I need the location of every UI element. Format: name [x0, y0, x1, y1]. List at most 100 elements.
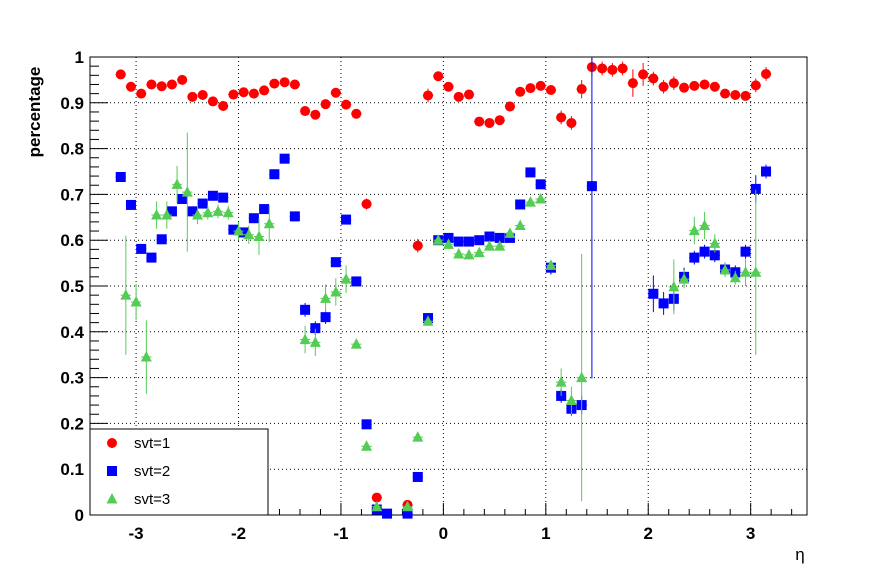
data-point	[535, 80, 546, 91]
legend-box	[89, 428, 269, 516]
data-point	[269, 78, 280, 89]
data-point	[515, 86, 526, 97]
data-point	[151, 209, 163, 220]
data-point	[309, 336, 321, 347]
data-point	[648, 288, 659, 299]
legend: svt=1 svt=2 svt=3	[89, 428, 269, 516]
data-point	[136, 88, 147, 99]
data-point	[668, 78, 679, 89]
data-point	[453, 247, 465, 259]
data-point	[187, 206, 198, 217]
y-tick-label: 0.7	[60, 185, 84, 204]
data-point	[330, 257, 341, 268]
x-axis-title: η	[795, 545, 804, 564]
data-point	[607, 64, 618, 75]
data-point	[300, 304, 311, 315]
data-point	[627, 78, 638, 89]
data-point	[617, 63, 628, 74]
data-point	[300, 106, 311, 117]
data-point	[689, 252, 700, 263]
data-point	[156, 81, 167, 92]
data-series	[115, 57, 772, 519]
data-point	[320, 292, 332, 303]
data-point	[402, 500, 414, 512]
data-point	[545, 84, 556, 95]
data-point	[310, 109, 321, 120]
data-point	[259, 204, 270, 215]
data-point	[556, 112, 567, 123]
data-point	[130, 296, 142, 307]
data-point	[233, 225, 245, 236]
data-point	[330, 87, 341, 98]
data-point	[243, 228, 255, 240]
data-point	[729, 271, 741, 283]
data-point	[576, 371, 588, 383]
data-point	[412, 431, 424, 442]
data-point	[463, 236, 474, 247]
y-tick-label: 0.4	[60, 323, 84, 342]
data-point	[422, 315, 434, 326]
data-point	[289, 79, 300, 90]
data-point	[750, 266, 762, 277]
legend-label: svt=1	[134, 435, 170, 452]
y-tick-label: 0.2	[60, 414, 84, 433]
series-svt-3	[120, 132, 762, 512]
y-tick-label: 0.3	[60, 369, 84, 388]
data-point	[192, 209, 204, 220]
data-point	[453, 91, 464, 102]
data-point	[699, 219, 711, 231]
y-tick-label: 0.8	[60, 140, 84, 159]
data-point	[341, 214, 352, 225]
data-point	[238, 87, 249, 98]
y-tick-label: 0.9	[60, 94, 84, 113]
data-point	[351, 276, 362, 287]
data-point	[443, 81, 454, 92]
y-tick-label: 0	[75, 506, 84, 525]
data-point	[709, 250, 720, 261]
data-point	[202, 206, 214, 218]
data-point	[166, 79, 177, 90]
data-point	[494, 115, 505, 126]
data-point	[115, 69, 126, 80]
data-point	[341, 99, 352, 110]
data-point	[320, 99, 331, 110]
data-point	[330, 285, 342, 297]
data-point	[474, 235, 485, 246]
data-point	[197, 90, 208, 101]
data-point	[740, 246, 751, 257]
tick-labels: -3 -2 -1 0 1 2 3 0 0.1 0.2 0.3 0.4 0.5 0.6 0.7 0.8 0.9 1	[60, 48, 755, 543]
data-point	[166, 206, 177, 217]
data-point	[146, 79, 157, 90]
data-point	[525, 167, 536, 178]
data-point	[115, 171, 126, 182]
data-point	[412, 240, 423, 251]
data-point	[120, 289, 132, 300]
data-point	[361, 440, 373, 451]
legend-marker	[107, 438, 117, 448]
data-point	[320, 312, 331, 323]
data-point	[402, 508, 413, 519]
data-point	[750, 80, 761, 91]
data-point	[171, 178, 183, 189]
data-point	[263, 217, 275, 229]
data-point	[340, 273, 352, 284]
data-point	[248, 213, 259, 224]
data-point	[433, 71, 444, 82]
data-point	[525, 83, 536, 94]
data-point	[658, 81, 669, 92]
legend-marker	[107, 466, 117, 476]
data-point	[350, 338, 362, 349]
y-tick-label: 1	[75, 48, 84, 67]
data-point	[719, 263, 731, 275]
data-point	[515, 199, 526, 210]
data-point	[699, 246, 710, 257]
data-point	[524, 196, 536, 207]
x-tick-label: 2	[644, 524, 653, 543]
data-point	[279, 77, 290, 88]
data-point	[730, 90, 741, 101]
x-tick-label: 1	[541, 524, 550, 543]
x-tick-label: -1	[333, 524, 348, 543]
data-point	[125, 199, 136, 210]
data-point	[289, 211, 300, 222]
